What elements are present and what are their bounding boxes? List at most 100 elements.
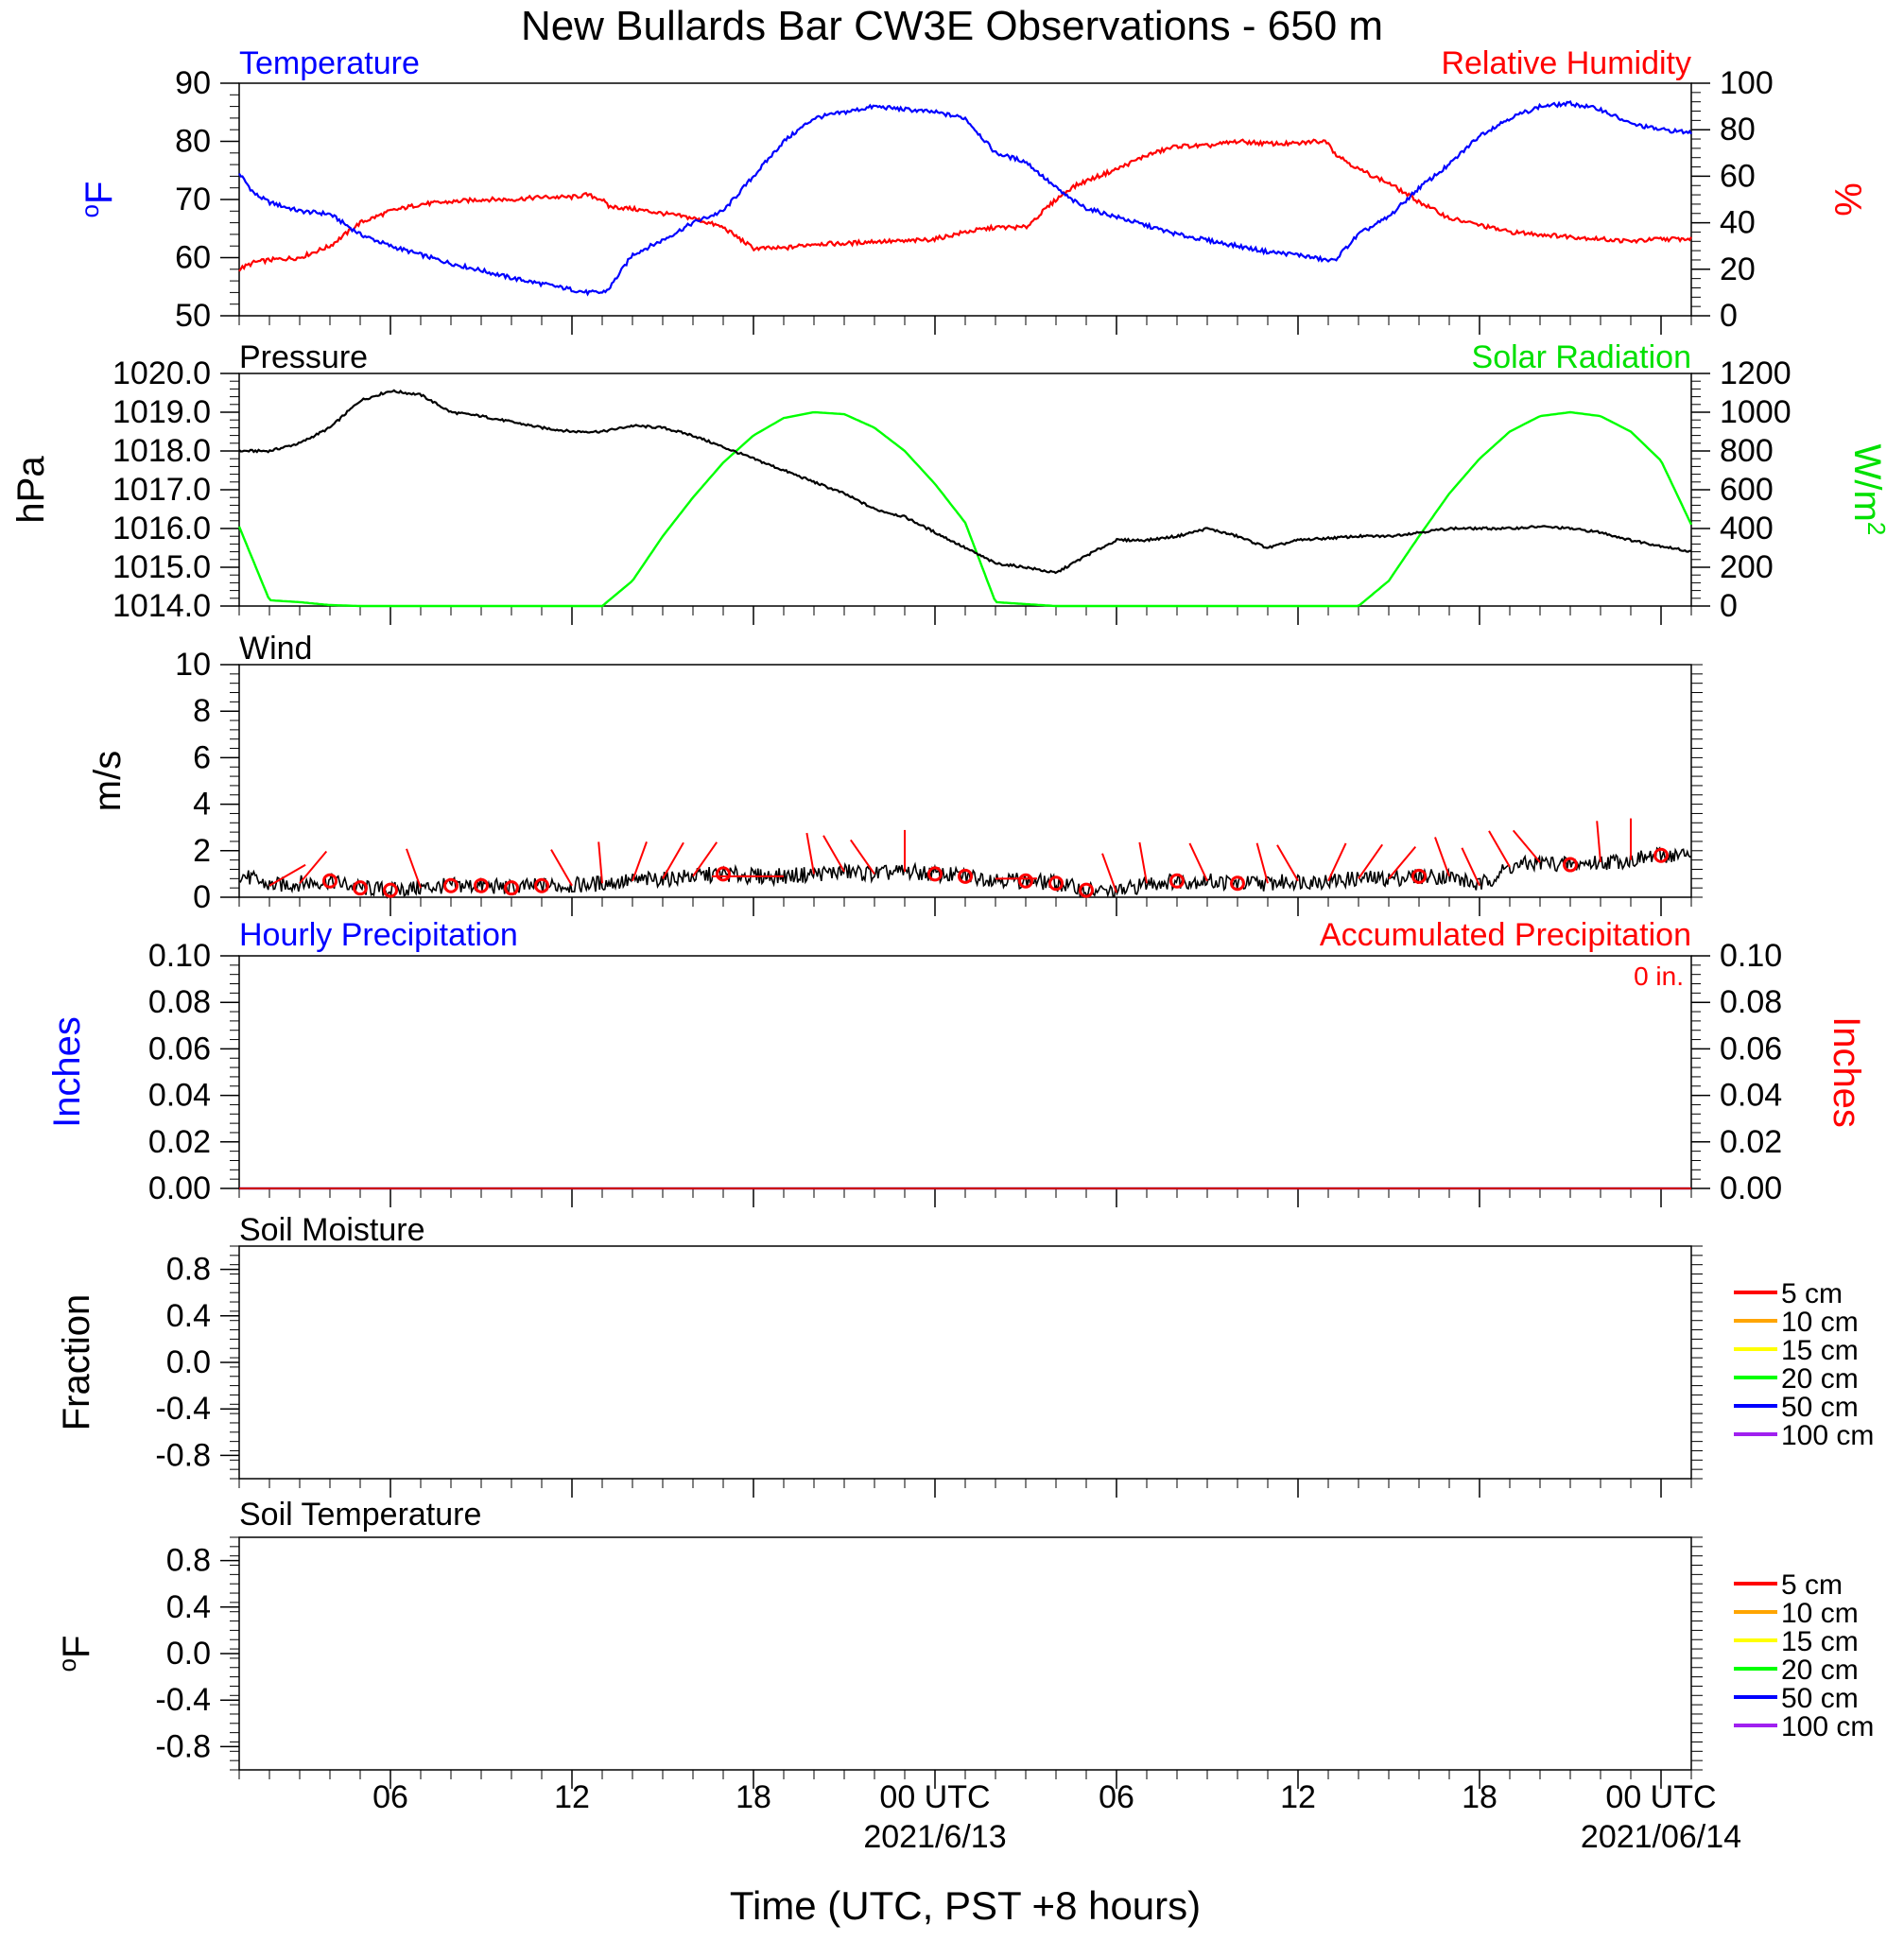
x-tick-label: 18 <box>736 1779 771 1815</box>
wind-barb <box>1512 829 1541 863</box>
temperature-unit-sup: o <box>76 204 104 217</box>
accum-precip-title: Accumulated Precipitation <box>1320 917 1691 953</box>
accum-precip-total: 0 in. <box>1634 962 1684 991</box>
humidity-tick-label: 100 <box>1720 65 1774 101</box>
accum-precip-tick-label: 0.10 <box>1720 938 1782 974</box>
panel-pressure-solar: Pressure Solar Radiation hPa W/m2 1014.0… <box>10 339 1891 625</box>
solar-tick-label: 800 <box>1720 433 1774 469</box>
humidity-series-line <box>238 138 1692 272</box>
soil-moisture-title: Soil Moisture <box>239 1212 425 1248</box>
x-axis-label: Time (UTC, PST +8 hours) <box>730 1883 1201 1928</box>
panel-frame-precipitation <box>238 955 1692 1189</box>
wind-barb-calm <box>1653 847 1669 863</box>
panel3-x-ticks <box>238 897 1692 916</box>
legend-label: 20 cm <box>1781 1363 1859 1395</box>
wind-barb <box>849 839 875 875</box>
soil-temperature-right-minor-ticks <box>1691 1536 1703 1771</box>
accum-precip-unit-label: Inches <box>1826 1016 1867 1128</box>
wind-barb <box>1358 843 1384 879</box>
humidity-tick-label: 60 <box>1720 158 1756 194</box>
wind-barb <box>662 841 684 879</box>
wind-barb <box>550 849 573 887</box>
temperature-series-line <box>238 99 1692 297</box>
wind-barb <box>632 841 648 882</box>
pressure-tick-label: 1020.0 <box>113 355 211 391</box>
x-axis-date-labels: 2021/6/13 2021/06/14 <box>863 1819 1741 1855</box>
wind-barb-calm <box>1079 882 1094 898</box>
temperature-unit-letter: F <box>78 182 120 204</box>
temperature-tick-label: 50 <box>175 298 211 334</box>
wind-barb <box>299 850 328 884</box>
legend-label: 100 cm <box>1781 1711 1874 1742</box>
soil-temp-unit-letter: F <box>56 1636 97 1658</box>
legend-label: 15 cm <box>1781 1335 1859 1366</box>
solar-panel-title: Solar Radiation <box>1472 339 1691 375</box>
wind-barb <box>406 848 422 889</box>
wind-barb-calm <box>1048 875 1064 892</box>
temperature-tick-label: 60 <box>175 240 211 276</box>
wind-barb <box>1255 842 1269 884</box>
pressure-tick-label: 1018.0 <box>113 433 211 469</box>
wind-tick-label: 2 <box>193 833 211 869</box>
temperature-unit-label: oF <box>76 182 120 218</box>
soil-temperature-y-ticks: -0.8 -0.4 0.0 0.4 0.8 <box>155 1536 239 1771</box>
legend-label: 20 cm <box>1781 1655 1859 1686</box>
wind-tick-label: 4 <box>193 787 211 823</box>
x-axis-tick-labels: 06 12 18 00 UTC 06 12 18 00 UTC <box>372 1779 1716 1815</box>
wind-barb <box>1276 844 1299 882</box>
wind-barb <box>805 832 815 875</box>
pressure-panel-title: Pressure <box>239 339 368 375</box>
accum-precip-tick-label: 0.02 <box>1720 1124 1782 1160</box>
panel-temperature-humidity: Temperature Relative Humidity oF % 50 60 7… <box>76 45 1868 335</box>
soil-moisture-tick-label: -0.8 <box>155 1437 211 1473</box>
wind-barb-calm <box>958 868 973 884</box>
x-date-label: 2021/6/13 <box>863 1819 1006 1855</box>
wind-barb <box>1138 841 1148 884</box>
panel-soil-temperature: Soil Temperature oF -0.8 -0.4 0.0 0.4 0.8 06… <box>53 1497 1874 1855</box>
soil-temperature-title: Soil Temperature <box>239 1497 481 1533</box>
chart-title: New Bullards Bar CW3E Observations - 650… <box>521 3 1383 49</box>
humidity-unit-label: % <box>1826 182 1868 217</box>
legend-label: 100 cm <box>1781 1420 1874 1451</box>
solar-tick-label: 0 <box>1720 588 1738 624</box>
panel1-x-ticks <box>238 316 1692 335</box>
soil-temperature-tick-label: 0.8 <box>166 1543 211 1579</box>
wind-tick-label: 8 <box>193 693 211 729</box>
solar-tick-label: 400 <box>1720 511 1774 546</box>
panel-frame-wind <box>238 664 1692 898</box>
legend-label: 50 cm <box>1781 1683 1859 1714</box>
panel5-x-ticks <box>238 1479 1692 1498</box>
solar-tick-label: 1000 <box>1720 394 1791 430</box>
soil-moisture-right-minor-ticks <box>1691 1245 1703 1480</box>
x-tick-label: 12 <box>1280 1779 1316 1815</box>
panel-soil-moisture: Soil Moisture Fraction -0.8 -0.4 0.0 0.4 0.8… <box>56 1212 1874 1498</box>
soil-temperature-tick-label: -0.8 <box>155 1728 211 1764</box>
wind-barb-calm <box>927 866 943 882</box>
soil-moisture-tick-label: 0.8 <box>166 1252 211 1288</box>
panel4-x-ticks <box>238 1188 1692 1207</box>
accum-precip-tick-label: 0.08 <box>1720 984 1782 1020</box>
humidity-y-ticks: 0 20 40 60 80 100 <box>1691 65 1774 334</box>
hourly-precip-tick-label: 0.02 <box>148 1124 211 1160</box>
wind-unit-label: m/s <box>87 751 129 811</box>
wind-speed-line <box>238 846 1692 900</box>
hourly-precip-unit-label: Inches <box>46 1016 88 1128</box>
soil-temperature-tick-label: 0.4 <box>166 1589 211 1625</box>
wind-barb-calm <box>353 880 368 896</box>
panel-frame-pressure-solar <box>238 373 1692 607</box>
solar-series-line <box>237 410 1693 608</box>
legend-label: 50 cm <box>1781 1392 1859 1423</box>
pressure-tick-label: 1015.0 <box>113 549 211 585</box>
panel-frame-soil-temperature <box>238 1536 1692 1771</box>
solar-unit-sup: 2 <box>1862 522 1891 535</box>
soil-temperature-tick-label: 0.0 <box>166 1636 211 1672</box>
soil-moisture-tick-label: 0.4 <box>166 1298 211 1334</box>
temperature-tick-label: 70 <box>175 182 211 217</box>
panel6-x-ticks <box>238 1770 1692 1789</box>
temperature-tick-label: 90 <box>175 65 211 101</box>
wind-right-minor-ticks <box>1691 664 1703 898</box>
pressure-tick-label: 1016.0 <box>113 511 211 546</box>
x-tick-label: 18 <box>1462 1779 1497 1815</box>
humidity-tick-label: 80 <box>1720 112 1756 147</box>
